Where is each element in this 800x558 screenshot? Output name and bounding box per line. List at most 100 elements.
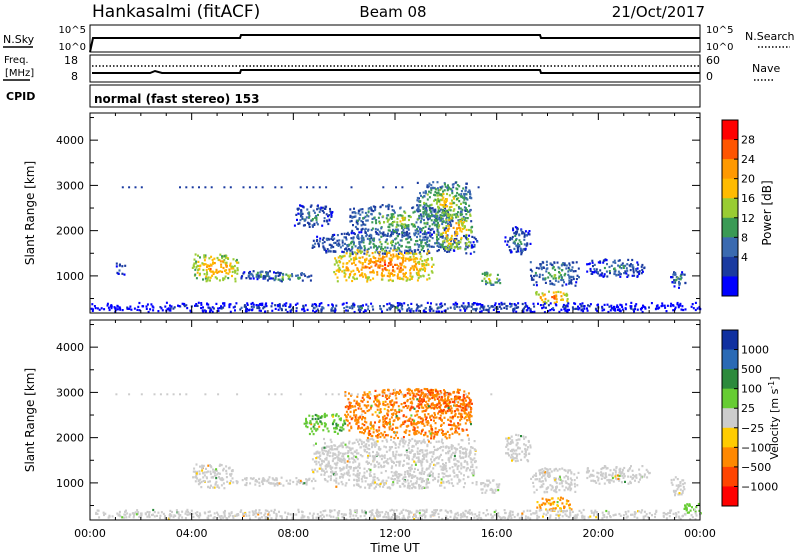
data-cell bbox=[421, 422, 423, 424]
data-cell bbox=[417, 453, 419, 455]
data-cell bbox=[206, 269, 208, 271]
data-cell bbox=[460, 211, 462, 213]
data-cell bbox=[385, 241, 387, 243]
data-cell bbox=[442, 481, 444, 483]
data-cell bbox=[329, 210, 331, 212]
data-cell bbox=[364, 468, 366, 470]
data-cell bbox=[399, 441, 401, 443]
data-cell bbox=[433, 459, 435, 461]
data-cell bbox=[512, 229, 514, 231]
data-cell bbox=[458, 481, 460, 483]
data-cell bbox=[376, 444, 378, 446]
data-cell bbox=[586, 307, 588, 309]
data-cell bbox=[397, 437, 399, 439]
data-cell bbox=[450, 224, 452, 226]
data-cell bbox=[324, 425, 326, 427]
data-cell bbox=[356, 483, 358, 485]
data-cell bbox=[210, 256, 212, 258]
data-cell bbox=[416, 240, 418, 242]
data-cell bbox=[416, 258, 418, 260]
data-cell bbox=[366, 250, 368, 252]
data-cell bbox=[373, 256, 375, 258]
data-cell bbox=[412, 225, 414, 227]
data-cell bbox=[422, 236, 424, 238]
data-cell bbox=[416, 457, 418, 459]
data-cell bbox=[470, 423, 472, 425]
data-cell bbox=[425, 401, 427, 403]
data-cell bbox=[389, 258, 391, 260]
data-cell bbox=[389, 303, 391, 305]
data-cell bbox=[430, 187, 432, 189]
data-cell bbox=[434, 209, 436, 211]
data-cell bbox=[452, 433, 454, 435]
data-cell bbox=[492, 284, 494, 286]
data-cell bbox=[454, 246, 456, 248]
data-cell bbox=[312, 247, 314, 249]
data-cell bbox=[384, 260, 386, 262]
data-cell bbox=[346, 238, 348, 240]
data-cell bbox=[352, 461, 354, 463]
data-cell bbox=[366, 439, 368, 441]
data-cell bbox=[419, 229, 421, 231]
data-cell bbox=[344, 423, 346, 425]
data-cell bbox=[595, 308, 597, 310]
data-cell bbox=[162, 309, 164, 311]
data-cell bbox=[220, 264, 222, 266]
data-cell bbox=[640, 308, 642, 310]
data-cell bbox=[313, 487, 315, 489]
data-cell bbox=[209, 307, 211, 309]
data-cell bbox=[226, 262, 228, 264]
power-ylabel: Slant Range [km] bbox=[23, 161, 37, 265]
data-cell bbox=[412, 423, 414, 425]
data-cell bbox=[335, 415, 337, 417]
data-cell bbox=[198, 479, 200, 481]
data-cell bbox=[341, 473, 343, 475]
data-cell bbox=[463, 195, 465, 197]
data-cell bbox=[458, 194, 460, 196]
data-cell bbox=[468, 439, 470, 441]
data-cell bbox=[370, 471, 372, 473]
data-cell bbox=[344, 233, 346, 235]
data-cell bbox=[591, 260, 593, 262]
data-cell bbox=[380, 232, 382, 234]
data-cell bbox=[198, 483, 200, 485]
data-cell bbox=[601, 274, 603, 276]
data-cell bbox=[464, 460, 466, 462]
data-cell bbox=[223, 267, 225, 269]
data-cell bbox=[394, 245, 396, 247]
data-cell bbox=[174, 306, 176, 308]
data-cell bbox=[388, 204, 390, 206]
data-cell bbox=[382, 434, 384, 436]
data-cell bbox=[329, 452, 331, 454]
data-cell bbox=[359, 439, 361, 441]
data-cell bbox=[415, 464, 417, 466]
data-cell bbox=[292, 481, 294, 483]
data-cell bbox=[117, 308, 119, 310]
data-cell bbox=[456, 227, 458, 229]
data-cell bbox=[314, 469, 316, 471]
data-cell bbox=[386, 253, 388, 255]
data-cell bbox=[575, 281, 577, 283]
data-cell bbox=[684, 274, 686, 276]
data-cell bbox=[200, 307, 202, 309]
data-cell bbox=[509, 249, 511, 251]
data-cell bbox=[610, 305, 612, 307]
data-cell bbox=[436, 311, 438, 313]
data-cell bbox=[419, 440, 421, 442]
data-cell bbox=[225, 470, 227, 472]
data-cell bbox=[371, 221, 373, 223]
data-cell bbox=[401, 223, 403, 225]
data-cell bbox=[372, 308, 374, 310]
data-cell bbox=[538, 294, 540, 296]
data-cell bbox=[382, 253, 384, 255]
data-cell bbox=[400, 207, 402, 209]
data-cell bbox=[684, 282, 686, 284]
data-cell bbox=[387, 487, 389, 489]
data-cell bbox=[407, 407, 409, 409]
data-cell bbox=[429, 306, 431, 308]
data-cell bbox=[451, 398, 453, 400]
data-cell bbox=[451, 192, 453, 194]
data-cell bbox=[572, 306, 574, 308]
data-cell bbox=[338, 271, 340, 273]
data-cell bbox=[417, 440, 419, 442]
